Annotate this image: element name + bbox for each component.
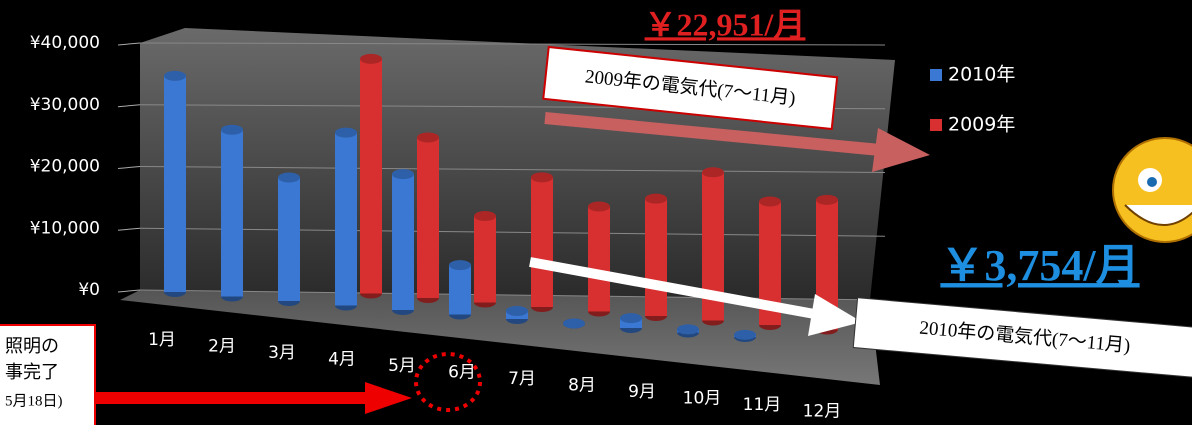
legend-swatch [930,69,942,81]
x-tick-label: 1月 [148,330,176,350]
bar-top [645,194,667,204]
legend-swatch [930,119,942,131]
y-tick-label: ¥40,000 [30,33,100,53]
y-tick-label: ¥10,000 [30,218,100,238]
bar-top [221,125,243,135]
annotation: 照明の [5,336,59,357]
bar [417,137,439,298]
bar [164,76,186,292]
bar-top [563,319,585,329]
bar-top [164,71,186,81]
annotation: 5月18日) [5,393,63,409]
x-tick-label: 8月 [568,376,596,396]
bar-top [759,197,781,207]
chart: ¥0 ¥10,000 ¥20,000 ¥30,000 ¥40,000 1月 2月 3月 4月 5月… [0,0,1192,425]
bar-top [417,132,439,142]
annotation: 事完了 [5,362,59,383]
bar-top [702,167,724,177]
bar-top [588,202,610,212]
y-tick-label: ¥0 [78,280,100,300]
bar-top [360,54,382,64]
x-tick-label: 7月 [508,369,536,389]
y-tick [118,105,140,107]
bar-top [734,330,756,340]
bar [392,174,414,310]
annotation: ￥22,951/月 [645,6,806,42]
bar-top [474,211,496,221]
bar-top [449,260,471,270]
y-tick-label: ¥20,000 [30,157,100,177]
bar-top [506,306,528,316]
x-tick-label: 6月 [448,363,476,383]
legend-label: 2010年 [948,64,1015,86]
arrow-left [60,354,480,414]
x-tick-label: 2月 [208,337,236,357]
y-tick-label: ¥30,000 [30,95,100,115]
annotation: ￥3,754/月 [940,241,1139,290]
y-tick [118,228,140,230]
y-tick [118,43,140,45]
x-tick-label: 5月 [388,356,416,376]
bar-top [677,324,699,334]
x-tick-label: 9月 [628,382,656,402]
smiley [1113,138,1192,242]
legend-label: 2009年 [948,114,1015,136]
left-box: 照明の 事完了 5月18日) [0,325,95,425]
x-tick-label: 3月 [268,343,296,363]
bar [645,199,667,316]
legend: 2010年 2009年 [930,64,1015,136]
bar [474,216,496,302]
y-tick [118,167,140,169]
bar [221,130,243,297]
x-tick-label: 12月 [803,402,842,422]
x-tick-label: 10月 [683,389,722,409]
bar-top [531,172,553,182]
bar-top [620,313,642,323]
bar-top [278,173,300,183]
back-wall [140,28,895,300]
box-2010: 2010年の電気代(7〜11月) [853,298,1192,378]
x-tick-label: 4月 [328,350,356,370]
bar [449,265,471,314]
bar-top [816,195,838,205]
bar [360,59,382,294]
x-tick-label: 11月 [743,395,782,415]
bar-top [335,128,357,138]
bar [588,207,610,312]
bar [278,178,300,302]
bar [531,177,553,307]
bar-top [392,169,414,179]
bar [335,133,357,306]
